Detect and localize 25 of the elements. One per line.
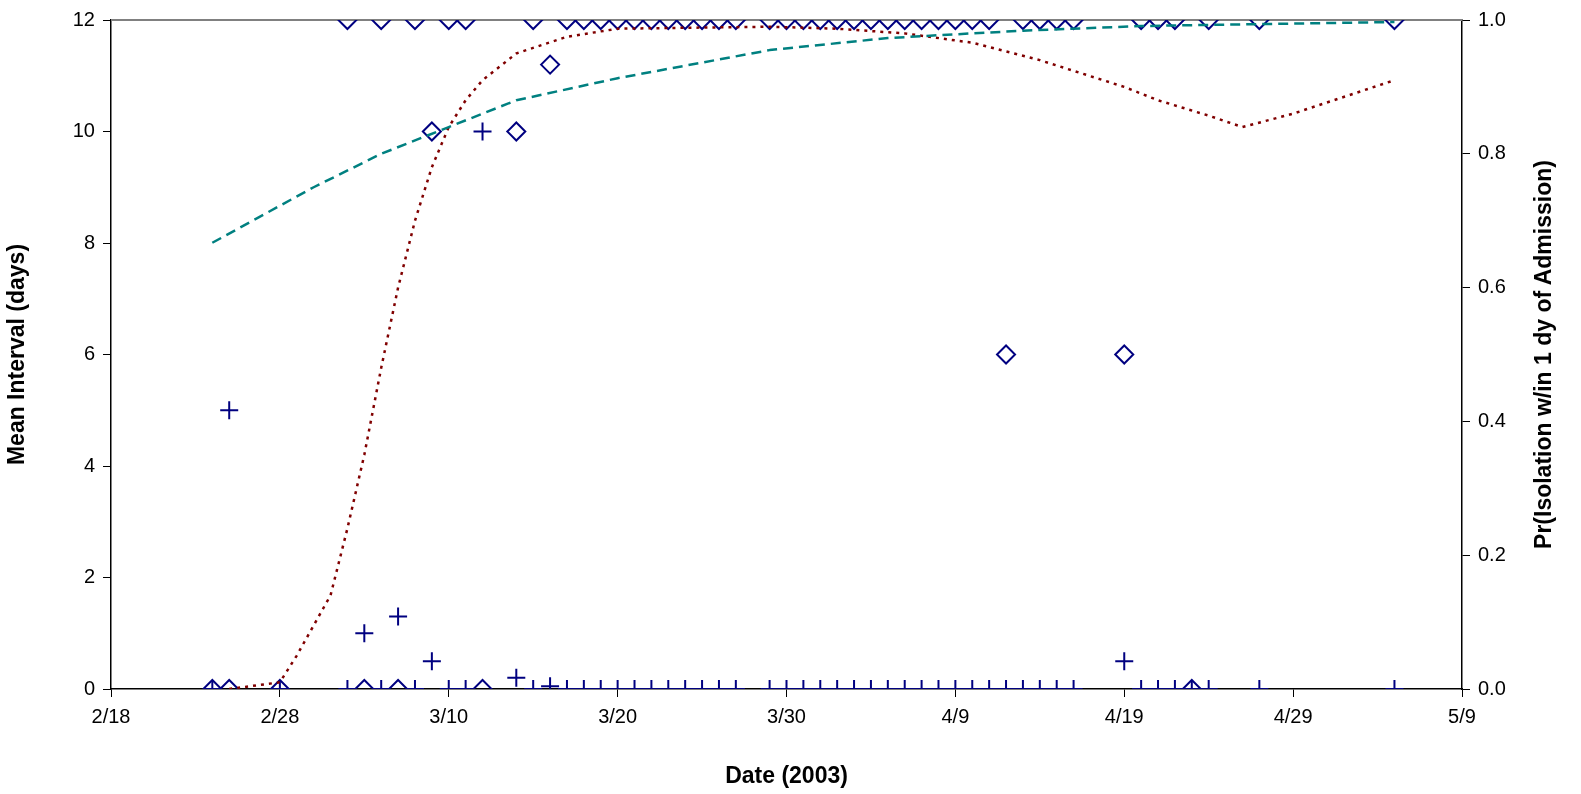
y2-axis-title: Pr(Isolation w/in 1 dy of Admission) bbox=[1530, 160, 1557, 549]
x-axis-title: Date (2003) bbox=[725, 761, 848, 788]
y2-tick-label: 0.8 bbox=[1478, 141, 1506, 164]
x-tick-label: 4/9 bbox=[941, 704, 970, 727]
y-tick-label: 2 bbox=[83, 565, 95, 588]
x-tick-label: 4/29 bbox=[1273, 704, 1313, 727]
y2-tick-label: 0.0 bbox=[1478, 676, 1506, 699]
y-axis-title: Mean Interval (days) bbox=[3, 243, 30, 466]
x-tick-label: 5/9 bbox=[1448, 704, 1476, 727]
y-tick-label: 8 bbox=[83, 230, 95, 253]
y-tick-label: 0 bbox=[83, 676, 95, 699]
x-tick-label: 3/30 bbox=[767, 704, 806, 727]
y-tick-label: 6 bbox=[83, 342, 95, 365]
y2-tick-label: 1.0 bbox=[1478, 7, 1506, 30]
y-tick-label: 10 bbox=[72, 119, 95, 142]
x-tick-label: 2/18 bbox=[91, 704, 131, 727]
y2-tick-label: 0.2 bbox=[1478, 542, 1506, 565]
y2-tick-label: 0.6 bbox=[1478, 275, 1506, 298]
x-tick-label: 4/19 bbox=[1104, 704, 1144, 727]
x-tick-label: 2/28 bbox=[260, 704, 300, 727]
y2-tick-label: 0.4 bbox=[1478, 408, 1506, 431]
x-tick-label: 3/10 bbox=[429, 704, 469, 727]
y-tick-label: 12 bbox=[72, 7, 95, 30]
x-tick-label: 3/20 bbox=[598, 704, 638, 727]
y-tick-label: 4 bbox=[83, 453, 95, 476]
